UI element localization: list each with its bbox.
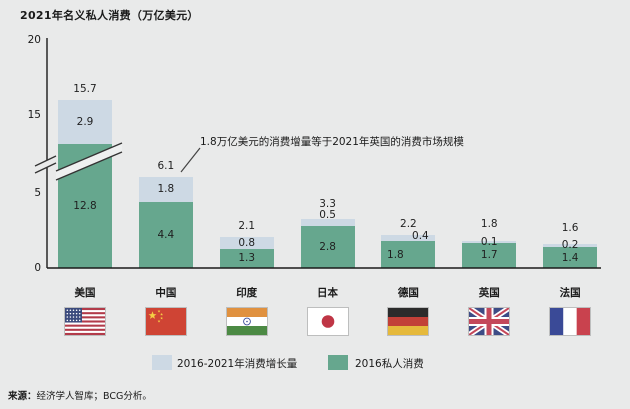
- source-label: 来源：: [8, 391, 37, 402]
- annotation-text: 1.8万亿美元的消费增量等于2021年英国的消费市场规模: [200, 136, 464, 148]
- base-label-usa: 12.8: [73, 199, 97, 212]
- legend: 2016-2021年消费增长量 2016私人消费: [0, 352, 630, 374]
- axis-break-mark: [34, 162, 57, 174]
- base-label-india: 1.3: [238, 252, 256, 265]
- chart-title: 2021年名义私人消费（万亿美元）: [20, 9, 199, 22]
- x-label-germany: 德国: [397, 287, 419, 299]
- total-label-usa: 15.7: [73, 83, 97, 95]
- legend-label-base: 2016私人消费: [355, 358, 424, 370]
- flag-china-icon: [145, 308, 186, 335]
- total-label-uk: 1.8: [480, 218, 498, 230]
- bar-india-base-segment: [219, 248, 274, 268]
- growth-label-china: 1.8: [157, 183, 175, 196]
- y-tick-label: 0: [34, 262, 41, 274]
- flag-germany-icon: [388, 308, 429, 335]
- legend-swatch-base: [328, 355, 348, 370]
- x-label-china: 中国: [155, 287, 177, 299]
- growth-label-germany: 0.4: [412, 230, 429, 242]
- x-label-india: 印度: [236, 287, 258, 299]
- growth-label-usa: 2.9: [76, 115, 94, 128]
- bar-germany-base-segment: [381, 241, 436, 268]
- bar-uk-growth-segment: [462, 241, 517, 243]
- source-note: 来源：经济学人智库；BCG分析。: [8, 388, 152, 402]
- base-label-germany: 1.8: [387, 248, 404, 261]
- flag-uk-icon: [469, 308, 510, 335]
- bar-uk-base-segment: [462, 242, 517, 268]
- total-label-japan: 3.3: [319, 197, 336, 210]
- growth-label-india: 0.8: [238, 236, 256, 249]
- base-label-china: 4.4: [157, 229, 175, 241]
- base-label-france: 1.4: [561, 251, 579, 264]
- base-label-uk: 1.7: [480, 249, 498, 262]
- bar-france-base-segment: [543, 247, 598, 268]
- bar-india-growth-segment: [219, 236, 274, 249]
- legend-swatch-growth: [152, 355, 172, 370]
- axis-break-mark: [34, 155, 57, 167]
- flag-india-icon: [226, 308, 267, 335]
- legend-label-growth: 2016-2021年消费增长量: [177, 358, 298, 370]
- total-label-france: 1.6: [561, 222, 579, 234]
- bar-japan-growth-segment: [300, 218, 355, 226]
- growth-label-france: 0.2: [561, 239, 579, 251]
- flag-usa-icon: [65, 308, 105, 335]
- bar-france-growth-segment: [543, 244, 598, 247]
- x-label-uk: 英国: [478, 287, 500, 299]
- total-label-china: 6.1: [157, 159, 175, 172]
- growth-label-uk: 0.1: [480, 236, 498, 248]
- bar-usa-growth-segment: [58, 100, 112, 144]
- base-label-japan: 2.8: [319, 241, 336, 253]
- bar-japan-base-segment: [300, 226, 355, 268]
- bar-germany-growth-segment: [381, 235, 436, 241]
- total-label-germany: 2.2: [400, 218, 417, 230]
- x-label-france: 法国: [559, 287, 581, 299]
- flag-japan-icon: [307, 308, 348, 335]
- y-tick-label: 15: [27, 109, 41, 121]
- total-label-india: 2.1: [238, 219, 256, 232]
- flag-france-icon: [550, 308, 591, 335]
- source-text: 经济学人智库；BCG分析。: [36, 391, 152, 402]
- axis-break-gap: [35, 156, 56, 173]
- y-tick-label: 5: [34, 187, 41, 199]
- growth-label-japan: 0.5: [319, 208, 336, 221]
- x-label-japan: 日本: [317, 287, 339, 299]
- bar-china-growth-segment: [138, 176, 193, 202]
- bar-china-base-segment: [138, 202, 193, 268]
- y-tick-label: 20: [27, 34, 41, 46]
- x-label-usa: 美国: [74, 287, 96, 299]
